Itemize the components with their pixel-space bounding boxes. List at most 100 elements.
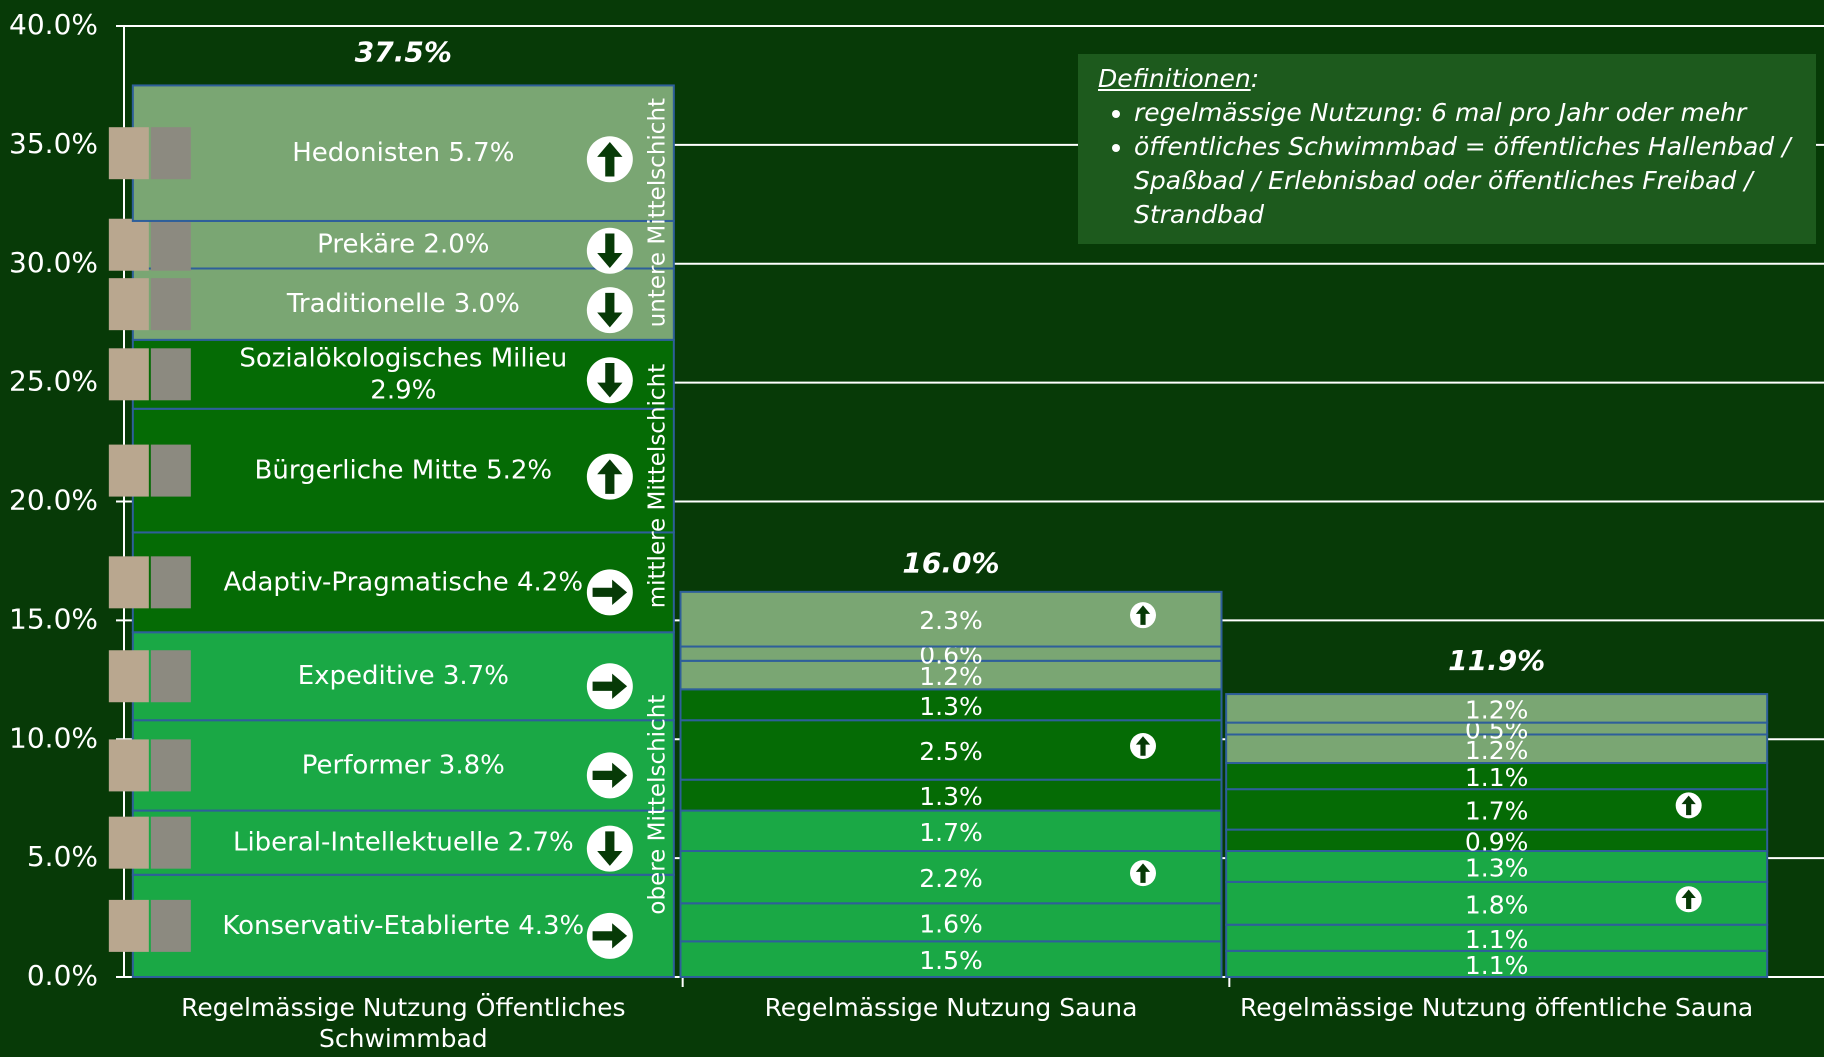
definition-item: regelmässige Nutzung: 6 mal pro Jahr ode… (1134, 96, 1796, 130)
value-label: 2.0% (423, 229, 489, 259)
y-tick-label: 10.0% (9, 721, 98, 754)
segment-label: Adaptiv-Pragmatische 4.2% (224, 567, 583, 597)
segment-label: Expeditive 3.7% (298, 661, 509, 691)
trend-icon (1130, 860, 1156, 886)
trend-icon (1130, 733, 1156, 759)
group-label: untere Mittelschicht (644, 98, 670, 327)
segment-label: Prekäre 2.0% (317, 229, 489, 259)
y-tick-label: 5.0% (27, 840, 98, 873)
portrait (151, 348, 191, 400)
trend-icon (1676, 792, 1702, 818)
value-label: 3.0% (454, 289, 520, 319)
value-label: 1.7% (919, 818, 983, 847)
portrait (109, 900, 149, 952)
series-name: Expeditive (298, 661, 435, 691)
trend-icon (587, 287, 633, 333)
definitions-box: Definitionen: regelmässige Nutzung: 6 ma… (1078, 54, 1816, 244)
x-category-label: Regelmässige Nutzung öffentliche Sauna (1217, 992, 1777, 1023)
trend-icon (1130, 602, 1156, 628)
value-label: 2.7% (508, 827, 574, 857)
portrait (151, 219, 191, 271)
portrait (109, 348, 149, 400)
page: 0.0%5.0%10.0%15.0%20.0%25.0%30.0%35.0%40… (0, 0, 1824, 1057)
y-tick-label: 0.0% (27, 959, 98, 992)
series-name: Adaptiv-Pragmatische (224, 567, 509, 597)
trend-icon (587, 136, 633, 182)
portrait (151, 650, 191, 702)
value-label: 1.2% (1465, 695, 1529, 724)
value-label: 2.9% (370, 375, 436, 405)
value-label: 1.1% (1465, 763, 1529, 792)
definition-item: öffentliches Schwimmbad = öffentliches H… (1134, 130, 1796, 232)
value-label: 3.7% (443, 661, 509, 691)
portrait (109, 445, 149, 497)
segment-label: Performer 3.8% (302, 750, 505, 780)
series-name: Hedonisten (292, 138, 440, 168)
portrait (151, 900, 191, 952)
value-label: 1.3% (1465, 853, 1529, 882)
value-label: 1.1% (1465, 951, 1529, 980)
portrait (151, 445, 191, 497)
x-category-label: Regelmässige Nutzung Öffentliches Schwim… (168, 992, 638, 1054)
trend-icon (587, 569, 633, 615)
value-label: 2.2% (919, 864, 983, 893)
trend-icon (587, 752, 633, 798)
x-category-label: Regelmässige Nutzung Sauna (671, 992, 1231, 1023)
value-label: 1.1% (1465, 925, 1529, 954)
value-label: 5.2% (486, 455, 552, 485)
segment-label: Traditionelle 3.0% (286, 289, 520, 319)
value-label: 4.2% (517, 567, 583, 597)
portrait (109, 556, 149, 608)
portrait (151, 556, 191, 608)
trend-icon (587, 826, 633, 872)
group-label: mittlere Mittelschicht (644, 364, 670, 608)
portrait (151, 817, 191, 869)
value-label: 1.5% (919, 946, 983, 975)
trend-icon (1676, 886, 1702, 912)
portrait (109, 650, 149, 702)
value-label: 5.7% (448, 138, 514, 168)
definitions-title: Definitionen (1098, 64, 1251, 93)
series-name: Liberal-Intellektuelle (233, 827, 499, 857)
series-name: Traditionelle (286, 289, 446, 319)
y-tick-label: 35.0% (9, 127, 98, 160)
value-label: 1.6% (919, 909, 983, 938)
series-name: Performer (302, 750, 431, 780)
y-tick-label: 15.0% (9, 602, 98, 635)
series-name: Konservativ-Etablierte (222, 910, 510, 940)
group-label: obere Mittelschicht (644, 695, 670, 915)
portrait (151, 127, 191, 179)
trend-icon (587, 454, 633, 500)
trend-icon (587, 663, 633, 709)
segment-label: Hedonisten 5.7% (292, 138, 514, 168)
portrait (109, 127, 149, 179)
value-label: 2.5% (919, 737, 983, 766)
y-tick-label: 25.0% (9, 365, 98, 398)
value-label: 1.3% (919, 692, 983, 721)
y-tick-label: 40.0% (9, 8, 98, 41)
segment-label: Konservativ-Etablierte 4.3% (222, 910, 584, 940)
value-label: 2.3% (919, 606, 983, 635)
total-label: 37.5% (355, 35, 452, 68)
portrait (109, 278, 149, 330)
trend-icon (587, 913, 633, 959)
series-name: Prekäre (317, 229, 415, 259)
value-label: 3.8% (439, 750, 505, 780)
value-label: 1.3% (919, 782, 983, 811)
y-tick-label: 20.0% (9, 484, 98, 517)
total-label: 16.0% (902, 547, 999, 580)
value-label: 0.9% (1465, 827, 1529, 856)
portrait (151, 278, 191, 330)
series-name: Sozialökologisches Milieu (239, 343, 567, 373)
portrait (109, 739, 149, 791)
value-label: 4.3% (518, 910, 584, 940)
portrait (109, 219, 149, 271)
total-label: 11.9% (1448, 644, 1545, 677)
segment-label: Bürgerliche Mitte 5.2% (255, 455, 553, 485)
segment-label: Liberal-Intellektuelle 2.7% (233, 827, 574, 857)
portrait (151, 739, 191, 791)
series-name: Bürgerliche Mitte (255, 455, 478, 485)
value-label: 1.7% (1465, 796, 1529, 825)
value-label: 1.8% (1465, 890, 1529, 919)
trend-icon (587, 228, 633, 274)
